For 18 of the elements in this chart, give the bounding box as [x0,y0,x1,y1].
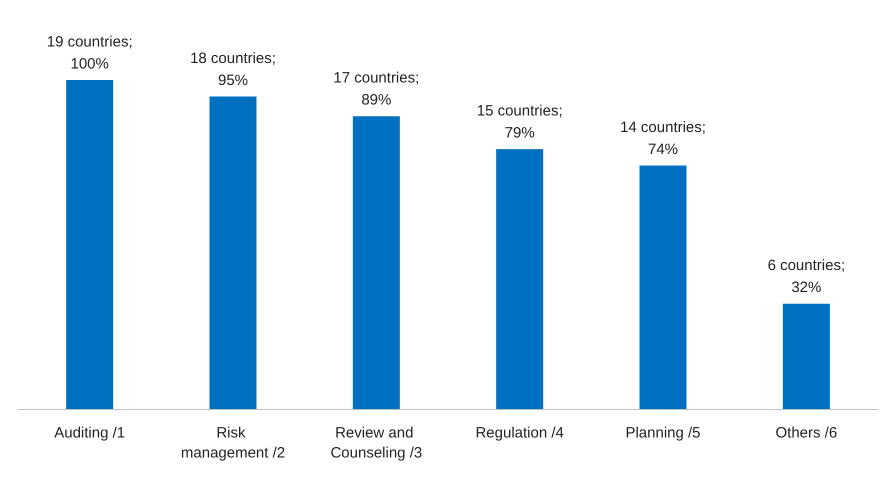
x-tick-label: Risk management /2 [180,424,286,462]
x-tick-label: Review and Counseling /3 [330,424,422,462]
data-label: 15 countries; 79% [476,102,563,142]
bar [352,116,400,409]
data-label: 18 countries; 95% [190,50,276,89]
bar [66,80,114,409]
data-label: 14 countries; 74% [620,119,706,158]
data-label: 17 countries; 89% [333,70,420,109]
x-tick-label: Regulation /4 [475,424,564,442]
bar [496,149,544,409]
bar [640,166,686,409]
bar [782,304,830,409]
bar [210,96,256,409]
x-tick-label: Others /6 [775,424,838,442]
x-tick-label: Planning /5 [625,424,701,442]
data-label: 19 countries; 100% [46,34,133,72]
x-tick-label: Auditing /1 [54,424,126,442]
data-label: 6 countries; 32% [768,257,846,296]
